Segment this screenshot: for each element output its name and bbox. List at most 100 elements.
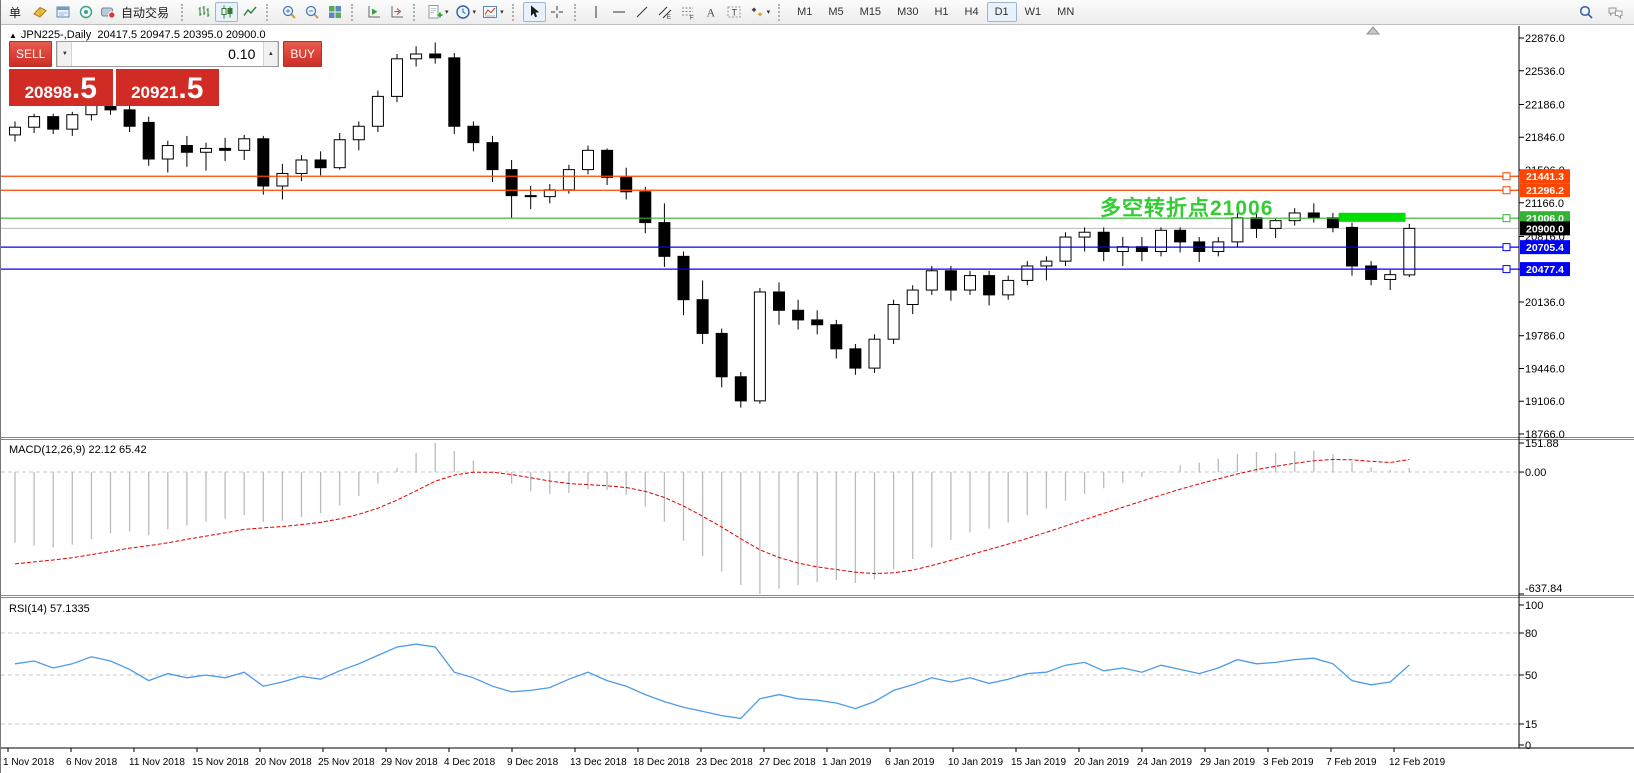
svg-text:21846.0: 21846.0 — [1525, 132, 1565, 144]
svg-text:21166.0: 21166.0 — [1525, 198, 1564, 210]
svg-text:27 Dec 2018: 27 Dec 2018 — [759, 757, 816, 768]
text-label-icon: T — [726, 4, 742, 20]
toolbar-separator — [573, 3, 582, 21]
svg-text:19446.0: 19446.0 — [1525, 363, 1565, 375]
fibonacci-button[interactable]: F — [677, 2, 700, 22]
new-chart-button[interactable]: ▾ — [424, 2, 452, 22]
vertical-line-button[interactable] — [585, 2, 608, 22]
timeframe-h1-button[interactable]: H1 — [926, 2, 956, 22]
timeframe-m1-button[interactable]: M1 — [789, 2, 820, 22]
vertical-line-icon — [588, 4, 604, 20]
volume-input[interactable] — [72, 42, 264, 66]
zoom-in-button[interactable] — [277, 2, 300, 22]
svg-text:20705.4: 20705.4 — [1526, 242, 1564, 254]
chat-icon — [1607, 4, 1623, 20]
volume-decrease-button[interactable]: ▼ — [57, 42, 73, 66]
template-menu-button[interactable]: ▾ — [479, 2, 507, 22]
horizontal-line-button[interactable] — [608, 2, 631, 22]
zoom-out-button[interactable] — [300, 2, 323, 22]
text-button[interactable]: A — [700, 2, 723, 22]
crosshair-button[interactable] — [546, 2, 569, 22]
toolbar-separator — [511, 3, 520, 21]
sell-price[interactable]: 20898.5 — [9, 69, 113, 106]
price-tag — [1520, 169, 1570, 184]
sell-button[interactable]: SELL — [9, 41, 53, 67]
line-chart-button[interactable] — [238, 2, 261, 22]
highlight-rectangle — [1338, 212, 1406, 222]
main-toolbar: 单自动交易 ▾ ▾ ▾ E F A T ▾ M1 M5 M15 M30 H1 H4 D1 W1 MN — [1, 0, 1634, 25]
svg-text:3 Feb 2019: 3 Feb 2019 — [1263, 757, 1314, 768]
svg-text:12 Feb 2019: 12 Feb 2019 — [1389, 757, 1446, 768]
svg-text:22186.0: 22186.0 — [1525, 99, 1565, 111]
svg-text:A: A — [707, 6, 716, 20]
svg-text:0: 0 — [1525, 740, 1531, 752]
new-order-button[interactable]: 单 — [2, 2, 28, 22]
autotrading-icon — [100, 4, 116, 20]
tile-windows-button[interactable] — [323, 2, 346, 22]
trendline-button[interactable] — [631, 2, 654, 22]
svg-text:7 Feb 2019: 7 Feb 2019 — [1326, 757, 1377, 768]
auto-scroll-icon — [366, 4, 382, 20]
text-label-button[interactable]: T — [723, 2, 746, 22]
svg-text:29 Nov 2018: 29 Nov 2018 — [381, 757, 438, 768]
price-tag — [1520, 183, 1570, 198]
buy-price[interactable]: 20921.5 — [115, 69, 219, 106]
svg-text:80: 80 — [1525, 628, 1537, 640]
svg-text:24 Jan 2019: 24 Jan 2019 — [1137, 757, 1192, 768]
price-tag — [1520, 221, 1570, 236]
chart-shift-icon — [389, 4, 405, 20]
timeframe-m5-button[interactable]: M5 — [820, 2, 851, 22]
toolbar-separator — [266, 3, 274, 21]
timeframe-d1-button[interactable]: D1 — [986, 2, 1017, 22]
svg-text:22876.0: 22876.0 — [1525, 33, 1565, 45]
bar-chart-button[interactable] — [192, 2, 215, 22]
cursor-icon — [526, 4, 542, 20]
data-window-button[interactable] — [51, 2, 74, 22]
channel-icon: E — [657, 4, 673, 20]
svg-text:18 Dec 2018: 18 Dec 2018 — [633, 757, 690, 768]
chart-shift-marker — [1365, 26, 1381, 35]
chart-widget-button[interactable] — [28, 2, 51, 22]
timeframe-h4-button[interactable]: H4 — [957, 2, 987, 22]
price-tag — [1520, 240, 1570, 255]
speaker-icon — [78, 4, 94, 20]
svg-text:18766.0: 18766.0 — [1525, 429, 1565, 441]
one-click-trading-panel: SELL ▼ ▲ BUY 20898.5 20921.5 — [9, 41, 323, 106]
arrows-button[interactable]: ▾ — [746, 2, 774, 22]
timeframe-m15-button[interactable]: M15 — [852, 2, 889, 22]
autotrading-button[interactable]: 自动交易 — [97, 2, 176, 22]
candlestick-button[interactable] — [215, 2, 239, 22]
zoom-in-icon — [281, 4, 297, 20]
toolbar-separator — [778, 3, 786, 21]
cursor-button[interactable] — [522, 2, 546, 22]
collapse-panel-icon[interactable]: ▲ — [9, 31, 17, 40]
chart-annotation-text[interactable]: 多空转折点21006 — [1100, 197, 1274, 220]
svg-text:20477.4: 20477.4 — [1526, 264, 1564, 276]
auto-scroll-button[interactable] — [362, 2, 385, 22]
toolbar-separator — [351, 3, 359, 21]
period-menu-button[interactable]: ▾ — [452, 2, 480, 22]
chart-shift-button[interactable] — [385, 2, 408, 22]
timeframe-m30-button[interactable]: M30 — [889, 2, 926, 22]
hline-handle — [1502, 243, 1511, 252]
timeframe-mn-button[interactable]: MN — [1049, 2, 1082, 22]
line-chart-icon — [242, 4, 258, 20]
svg-text:T: T — [732, 8, 738, 18]
search-button[interactable] — [1574, 2, 1597, 22]
sound-button[interactable] — [74, 2, 97, 22]
chat-button[interactable] — [1603, 2, 1626, 22]
volume-increase-button[interactable]: ▲ — [263, 42, 279, 66]
svg-text:100: 100 — [1525, 600, 1543, 612]
channel-button[interactable]: E — [654, 2, 677, 22]
svg-text:15 Nov 2018: 15 Nov 2018 — [192, 757, 249, 768]
buy-button[interactable]: BUY — [283, 41, 323, 67]
arrows-icon — [749, 4, 765, 20]
price-divider — [112, 69, 116, 106]
timeframe-w1-button[interactable]: W1 — [1017, 2, 1050, 22]
template-icon — [482, 4, 498, 20]
macd-indicator-label: MACD(12,26,9) 22.12 65.42 — [9, 444, 147, 456]
window-icon — [55, 4, 71, 20]
svg-text:151.88: 151.88 — [1525, 438, 1559, 450]
